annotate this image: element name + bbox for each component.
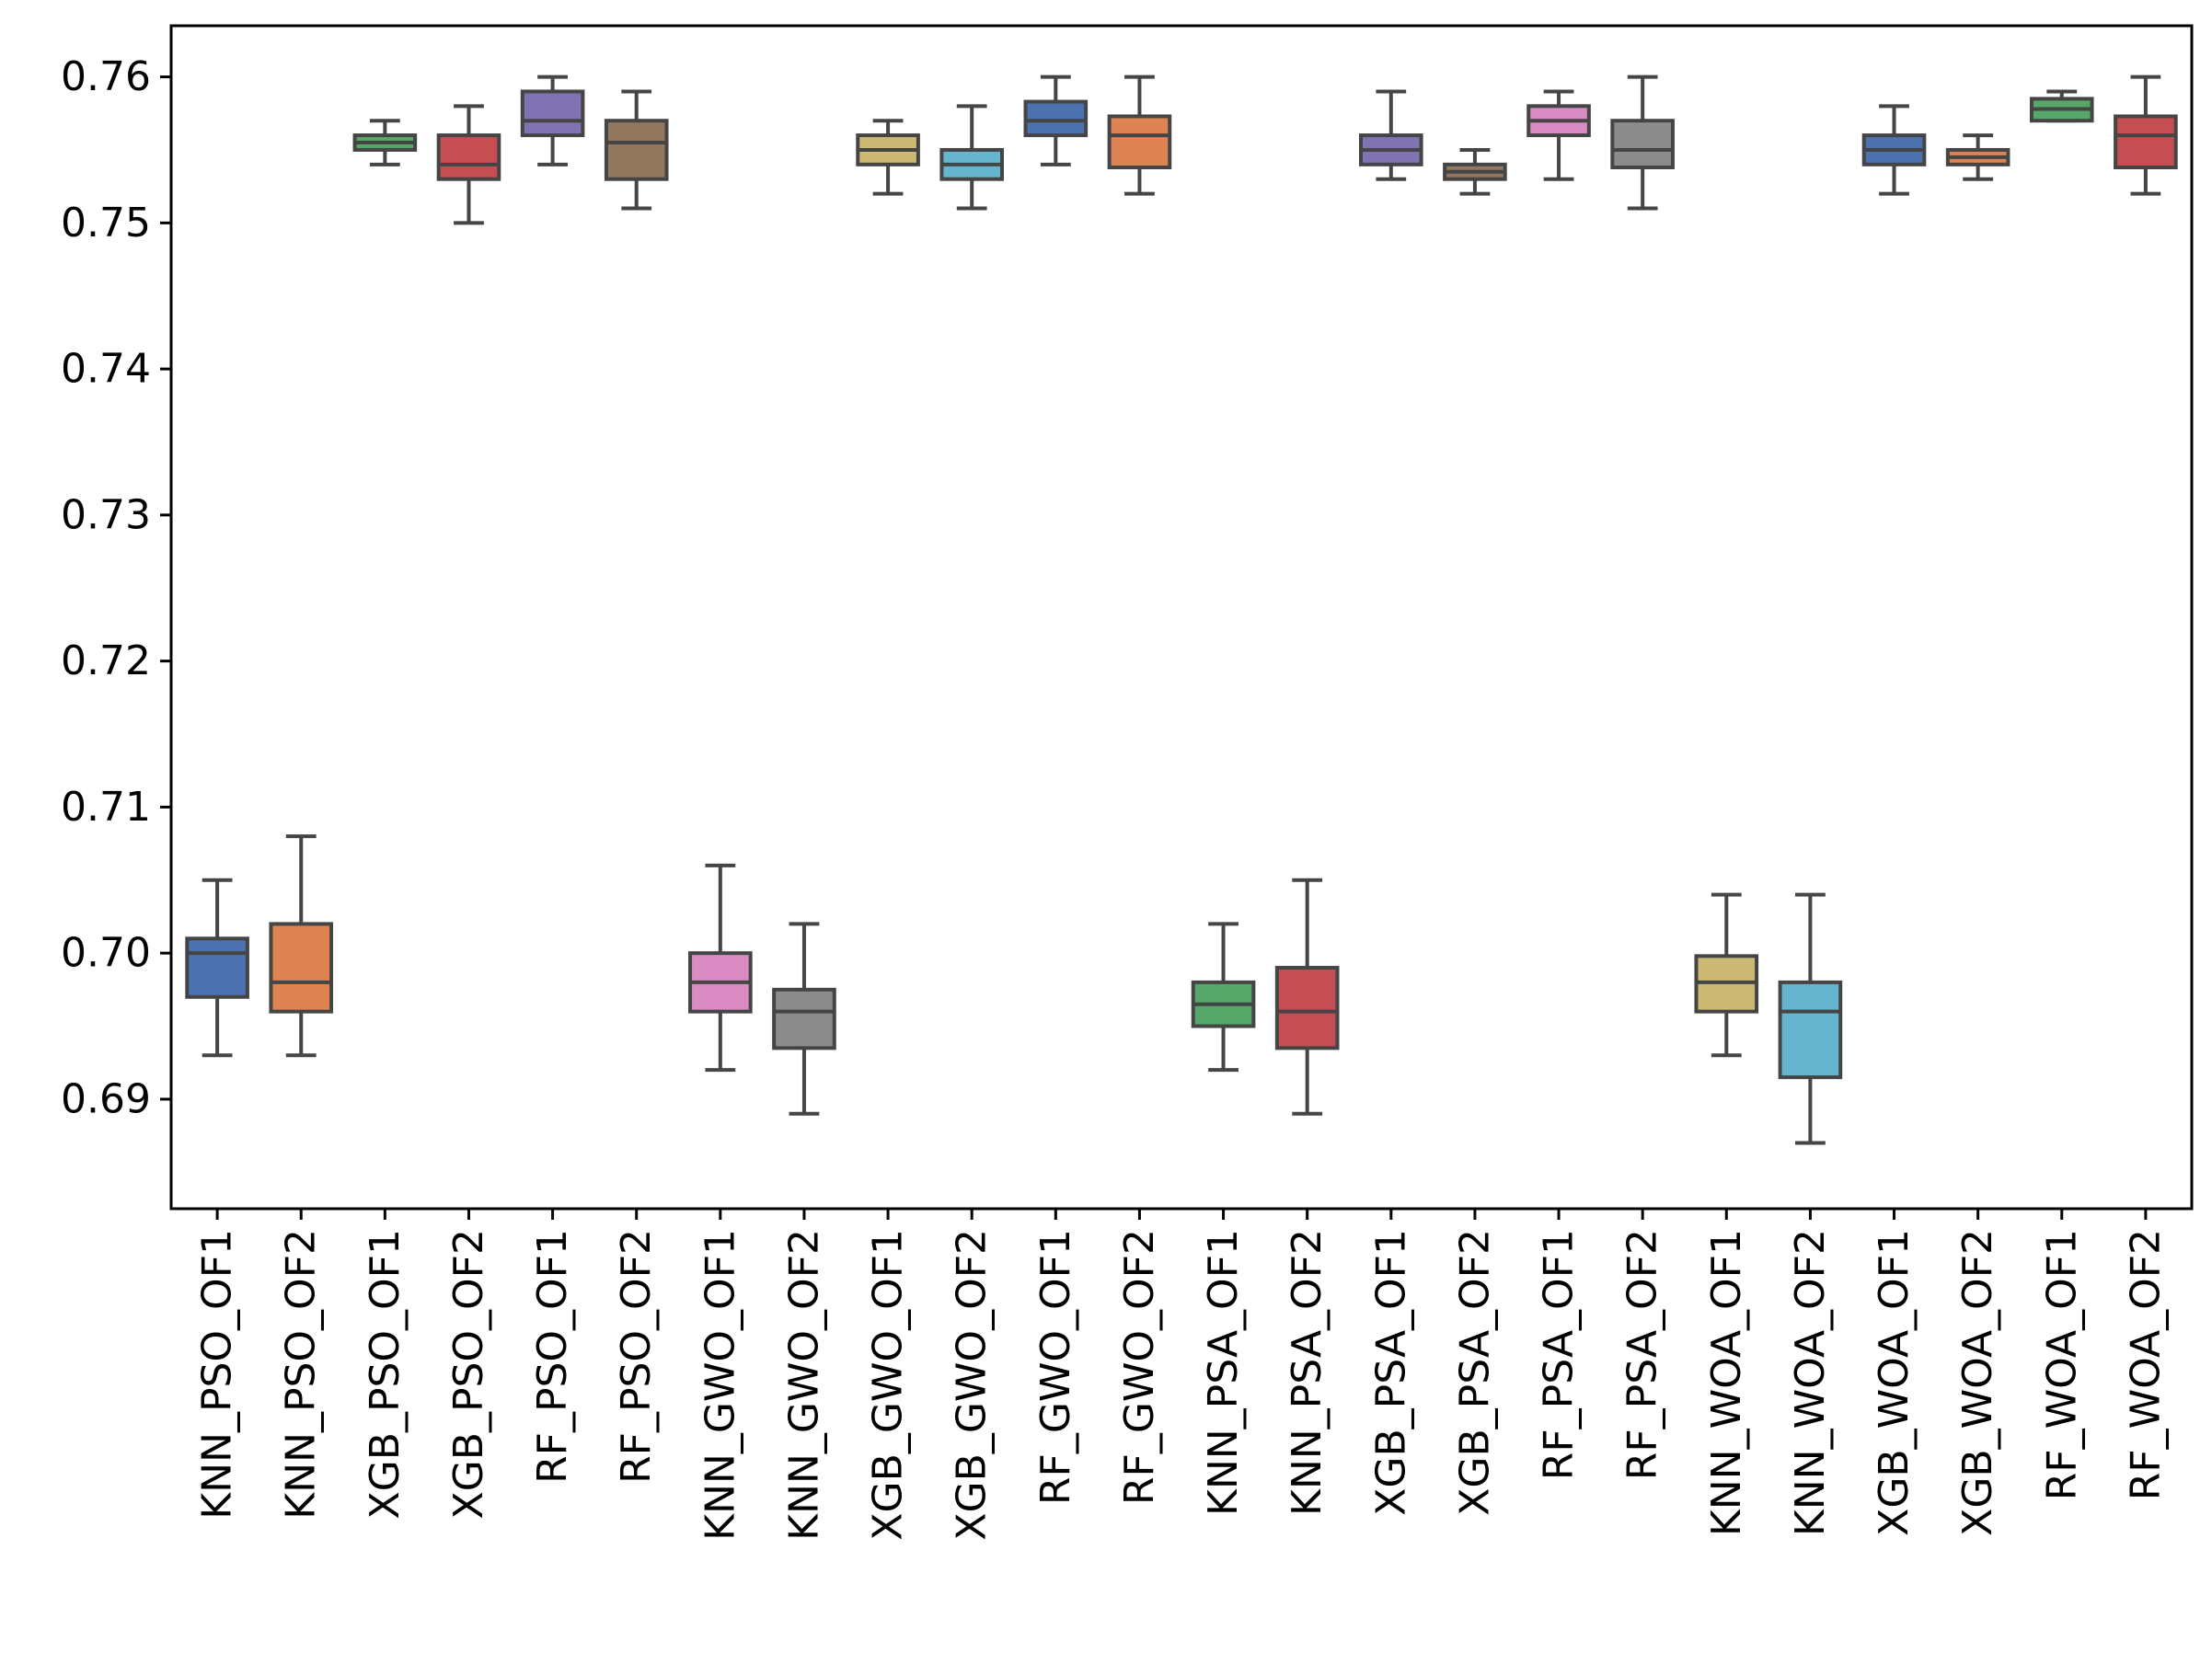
box-XGB_GWO_OF2 xyxy=(939,104,1005,211)
iqr-box xyxy=(2114,114,2178,170)
x-tick-label: XGB_WOA_OF2 xyxy=(1954,1229,2001,1536)
x-tick-label: KNN_WOA_OF1 xyxy=(1703,1229,1750,1536)
box-XGB_PSO_OF2 xyxy=(436,104,501,225)
box-KNN_WOA_OF2 xyxy=(1778,892,1843,1145)
y-tick-label: 0.73 xyxy=(61,491,151,538)
box-XGB_WOA_OF2 xyxy=(1945,133,2010,181)
x-tick-label: XGB_WOA_OF1 xyxy=(1871,1229,1918,1536)
x-tick-label: RF_PSO_OF2 xyxy=(613,1229,660,1484)
box-KNN_PSO_OF2 xyxy=(269,834,334,1058)
y-tick-label: 0.71 xyxy=(61,784,151,831)
x-tick-label: KNN_PSA_OF2 xyxy=(1284,1229,1331,1516)
box-XGB_PSO_OF1 xyxy=(352,119,418,166)
box-KNN_PSO_OF1 xyxy=(185,878,249,1058)
x-tick-label: XGB_GWO_OF2 xyxy=(949,1229,996,1541)
y-tick-label: 0.69 xyxy=(61,1075,151,1122)
x-tick-label: XGB_PSA_OF2 xyxy=(1451,1229,1498,1516)
iqr-box xyxy=(520,89,585,138)
box-RF_GWO_OF1 xyxy=(1023,75,1089,166)
x-tick-label: KNN_GWO_OF1 xyxy=(697,1229,743,1541)
box-KNN_GWO_OF2 xyxy=(772,922,836,1116)
box-KNN_PSA_OF1 xyxy=(1191,922,1256,1073)
box-KNN_PSA_OF2 xyxy=(1274,878,1340,1116)
y-tick-label: 0.70 xyxy=(61,930,151,977)
iqr-box xyxy=(772,987,836,1050)
box-XGB_WOA_OF1 xyxy=(1861,104,1927,196)
iqr-box xyxy=(1610,119,1675,170)
box-RF_PSO_OF2 xyxy=(604,89,669,211)
box-RF_PSO_OF1 xyxy=(520,75,585,166)
iqr-box xyxy=(436,133,501,181)
y-tick-label: 0.74 xyxy=(61,346,151,393)
iqr-box xyxy=(269,922,334,1014)
x-tick-label: RF_GWO_OF1 xyxy=(1032,1229,1079,1505)
iqr-box xyxy=(1778,980,1843,1080)
x-tick-label: XGB_PSO_OF1 xyxy=(362,1229,409,1519)
box-XGB_PSA_OF2 xyxy=(1443,147,1507,196)
iqr-box xyxy=(1023,99,1089,138)
iqr-box xyxy=(185,936,249,999)
box-XGB_GWO_OF1 xyxy=(856,119,920,196)
x-tick-label: KNN_PSA_OF1 xyxy=(1200,1229,1247,1516)
iqr-box xyxy=(604,119,669,181)
x-tick-label: XGB_GWO_OF1 xyxy=(865,1229,912,1541)
x-tick-label: KNN_WOA_OF2 xyxy=(1787,1229,1834,1536)
x-tick-label: RF_GWO_OF2 xyxy=(1116,1229,1163,1505)
x-tick-label: RF_PSA_OF1 xyxy=(1536,1229,1583,1480)
box-RF_WOA_OF1 xyxy=(2029,89,2094,123)
box-XGB_PSA_OF1 xyxy=(1358,89,1423,181)
box-RF_PSA_OF2 xyxy=(1610,75,1675,211)
y-tick-label: 0.76 xyxy=(61,53,151,100)
iqr-box xyxy=(1274,966,1340,1050)
iqr-box xyxy=(1107,114,1172,170)
y-axis: 0.69 0.70 0.71 0.72 0.73 0.74 0.75 0.76 xyxy=(61,53,171,1122)
x-tick-label: KNN_PSO_OF1 xyxy=(194,1229,241,1520)
boxes-layer xyxy=(185,75,2178,1145)
x-tick-label: KNN_PSO_OF2 xyxy=(278,1229,325,1520)
x-tick-label: RF_PSO_OF1 xyxy=(529,1229,576,1484)
y-tick-label: 0.75 xyxy=(61,200,151,247)
x-tick-label: RF_PSA_OF2 xyxy=(1619,1229,1666,1480)
x-tick-label: RF_WOA_OF2 xyxy=(2122,1229,2169,1500)
x-tick-label: XGB_PSO_OF2 xyxy=(445,1229,492,1519)
plot-frame xyxy=(169,24,2194,1211)
box-RF_PSA_OF1 xyxy=(1527,89,1591,181)
x-tick-label: XGB_PSA_OF1 xyxy=(1367,1229,1414,1516)
box-RF_WOA_OF2 xyxy=(2114,75,2178,196)
box-RF_GWO_OF2 xyxy=(1107,75,1172,196)
y-tick-label: 0.72 xyxy=(61,637,151,684)
box-KNN_WOA_OF1 xyxy=(1694,892,1759,1058)
x-tick-label: KNN_GWO_OF2 xyxy=(780,1229,827,1541)
x-tick-label: RF_WOA_OF1 xyxy=(2038,1229,2085,1500)
box-KNN_GWO_OF1 xyxy=(688,863,753,1073)
x-axis: KNN_PSO_OF1 KNN_PSO_OF2 XGB_PSO_OF1 XGB_PSO… xyxy=(194,1209,2169,1541)
